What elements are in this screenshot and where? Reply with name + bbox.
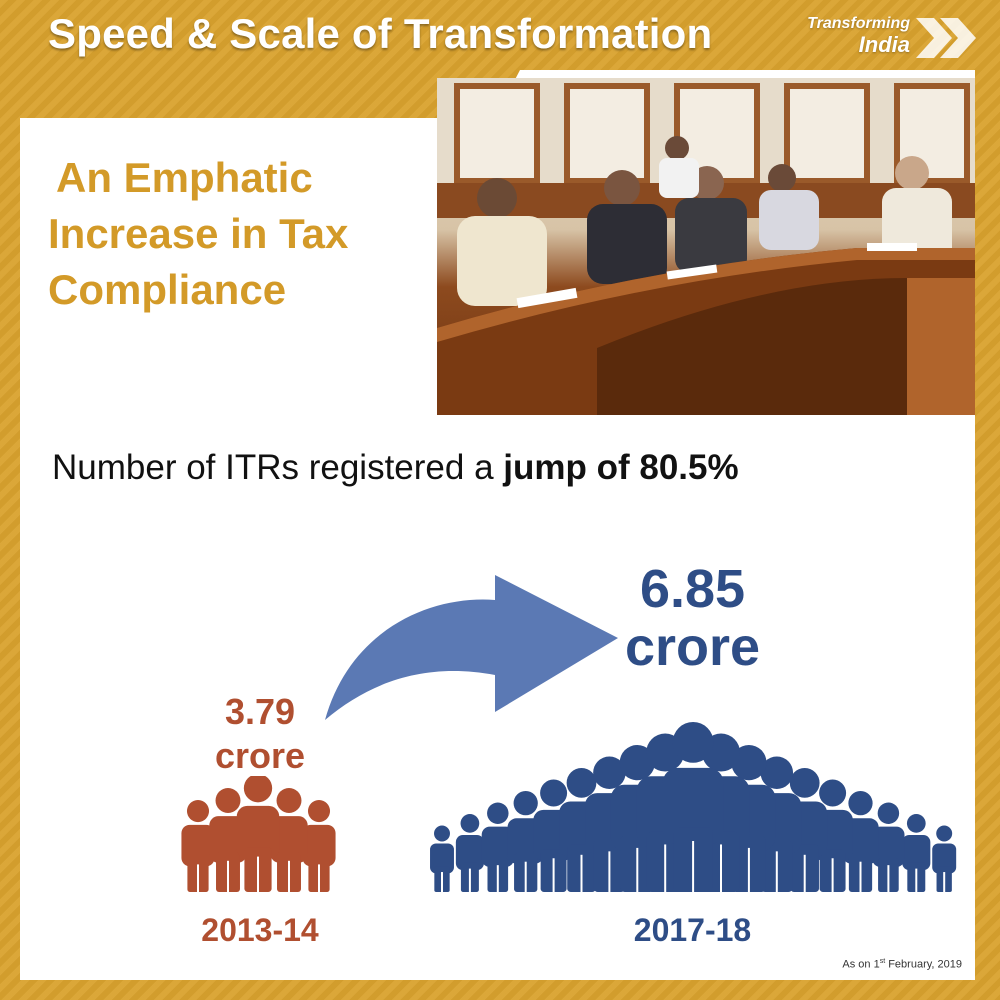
person-icon [430,825,454,892]
before-year: 2013-14 [201,912,319,948]
headline-line-3: Compliance [48,266,287,313]
curved-arrow-icon [325,575,618,720]
person-icon [932,825,957,892]
person-icon [559,768,604,892]
meeting-photo-illustration [437,78,975,415]
brand-line-2: India [858,32,910,57]
stat-emphasis: jump of 80.5% [503,448,739,487]
after-number: 6.85 [639,559,746,619]
stat-prefix: Number of ITRs registered a [52,448,504,487]
after-year: 2017-18 [633,912,752,948]
page-title: Speed & Scale of Transformation [48,10,713,57]
person-icon [181,800,215,892]
person-icon [236,776,280,892]
footnote-suffix: February, 2019 [885,958,962,971]
people-group-icon [181,776,336,892]
itr-jump-statement: Number of ITRs registered a jump of 80.5… [52,448,739,488]
person-icon [455,814,484,892]
person-icon [302,800,336,892]
brand-text: Transforming India [807,16,910,56]
footnote-sup: st [879,958,886,965]
person-icon [481,802,514,892]
headline-line-2: Increase in Tax [48,210,349,257]
chevron-arrows-icon [916,18,976,58]
headline: An Emphatic Increase in Tax Compliance [48,150,428,318]
person-icon [270,788,308,892]
person-icon [662,722,724,892]
after-value: 6.85 crore [600,560,785,676]
before-value: 3.79 crore [180,690,340,778]
footnote: As on 1st February, 2019 [842,958,962,971]
person-icon [902,814,931,892]
people-group-icon [430,722,957,892]
headline-line-1: An Emphatic [56,154,313,201]
after-unit: crore [624,617,761,677]
footnote-prefix: As on 1 [842,958,880,971]
person-icon [872,802,905,892]
before-number: 3.79 [224,691,296,732]
before-unit: crore [214,735,306,776]
brand-line-1: Transforming [807,15,910,32]
meeting-photo [437,78,975,415]
brand-logo: Transforming India [800,12,980,64]
